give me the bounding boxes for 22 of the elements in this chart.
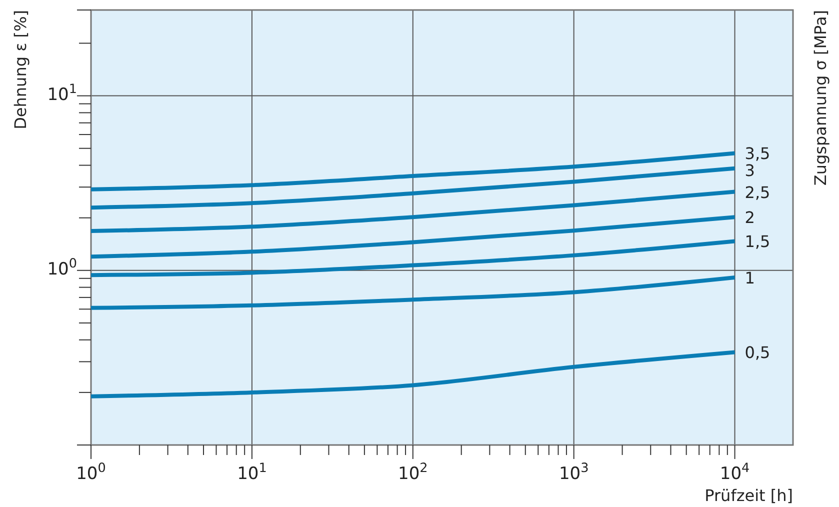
line-series bbox=[89, 239, 737, 278]
line-series bbox=[89, 166, 737, 210]
y-axis-title: Dehnung ε [%] bbox=[11, 10, 30, 130]
line-series bbox=[89, 151, 737, 192]
series-label: 3 bbox=[744, 161, 755, 180]
series-label: 3,5 bbox=[744, 144, 770, 164]
y2-axis-title: Zugspannung σ [MPa] bbox=[811, 10, 830, 186]
x-tick-label: 10$^{2}$ bbox=[398, 460, 428, 484]
series-label: 2,5 bbox=[744, 182, 770, 202]
line-series bbox=[89, 276, 737, 310]
x-tick-label: 10$^{4}$ bbox=[720, 460, 750, 484]
series-label: 0,5 bbox=[744, 343, 770, 362]
x-tick-label: 10$^{1}$ bbox=[237, 460, 267, 484]
line-series bbox=[89, 190, 737, 234]
line-series bbox=[89, 215, 737, 259]
series-label: 1 bbox=[744, 268, 755, 288]
x-axis-title: Prüfzeit [h] bbox=[704, 486, 793, 505]
line-series bbox=[89, 350, 737, 398]
x-tick-label: 10$^{0}$ bbox=[76, 460, 106, 484]
series-label: 1,5 bbox=[744, 232, 770, 252]
series-label: 2 bbox=[744, 208, 755, 228]
x-tick-label: 10$^{3}$ bbox=[558, 460, 589, 484]
